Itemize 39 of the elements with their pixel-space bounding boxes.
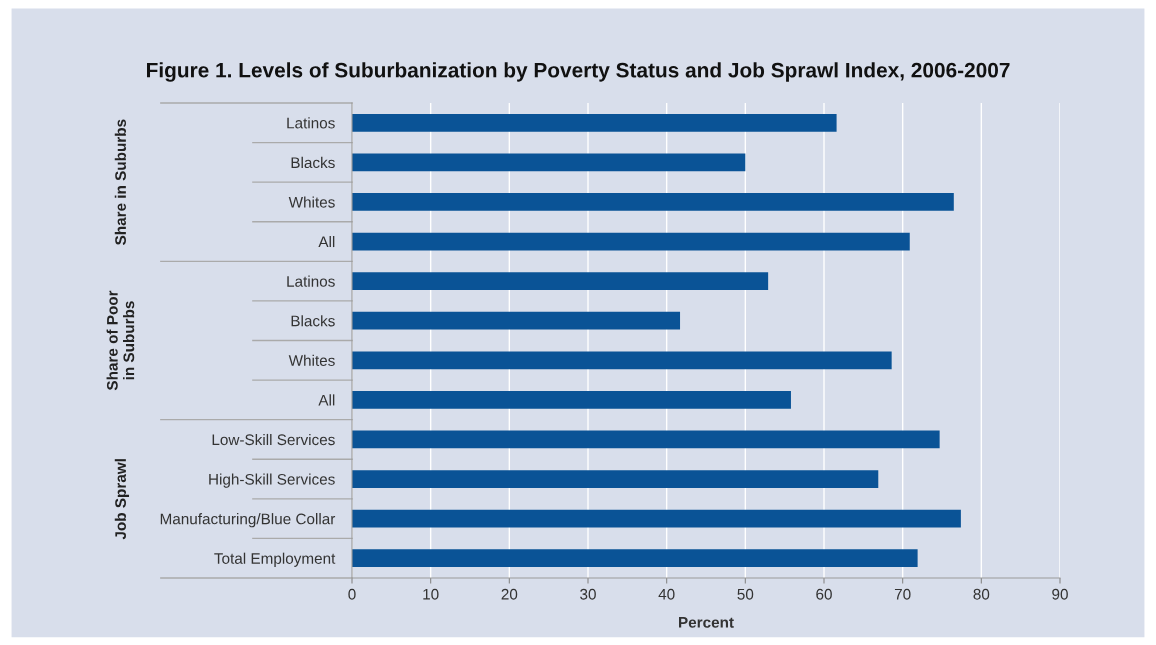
bar <box>352 509 961 528</box>
x-tick-label: 90 <box>1052 588 1068 600</box>
x-tick-label: 50 <box>737 588 754 600</box>
bar <box>352 430 940 449</box>
bar <box>352 272 769 291</box>
y-tick-label: Latinos <box>287 275 335 287</box>
chart-title: Figure 1. Levels of Suburbanization by Poverty Status and Job Sprawl Index, 2006-2007 <box>147 62 1010 82</box>
bar <box>352 311 681 330</box>
bar <box>352 232 910 251</box>
bar <box>352 193 954 211</box>
bar <box>352 549 918 568</box>
y-tick-label: Total Employment <box>214 552 336 567</box>
y-tick-label: Whites <box>288 196 335 208</box>
y-tick-label: Blacks <box>291 315 335 327</box>
bar <box>352 390 791 409</box>
y-tick-label: Low-Skill Services <box>212 433 335 446</box>
x-tick-label: 60 <box>816 588 832 600</box>
y-tick-label: Whites <box>288 354 335 366</box>
x-tick-label: 30 <box>580 588 596 600</box>
y-tick-label: High-Skill Services <box>209 473 335 488</box>
y-tick-label: Blacks <box>291 156 335 169</box>
text: Job Sprawl <box>114 459 130 540</box>
text: Share of Poor in Suburbs <box>106 290 135 391</box>
bar <box>352 153 746 172</box>
bar <box>352 351 892 370</box>
bar <box>352 113 837 132</box>
bar <box>352 470 879 488</box>
y-tick-label: Latinos <box>287 117 335 129</box>
y-tick-label: All <box>318 236 335 248</box>
y-tick-label: All <box>318 394 335 406</box>
x-tick-label: 70 <box>894 588 911 600</box>
text: Share in Suburbs <box>114 119 126 245</box>
x-tick-label: 10 <box>423 588 439 600</box>
x-tick-label: 20 <box>501 588 518 600</box>
x-tick-label: 80 <box>973 588 990 600</box>
x-tick-label: 0 <box>348 588 356 600</box>
y-tick-label: Manufacturing/Blue Collar <box>160 513 336 528</box>
x-tick-label: 40 <box>658 588 675 600</box>
x-axis-title: Percent <box>679 617 734 628</box>
